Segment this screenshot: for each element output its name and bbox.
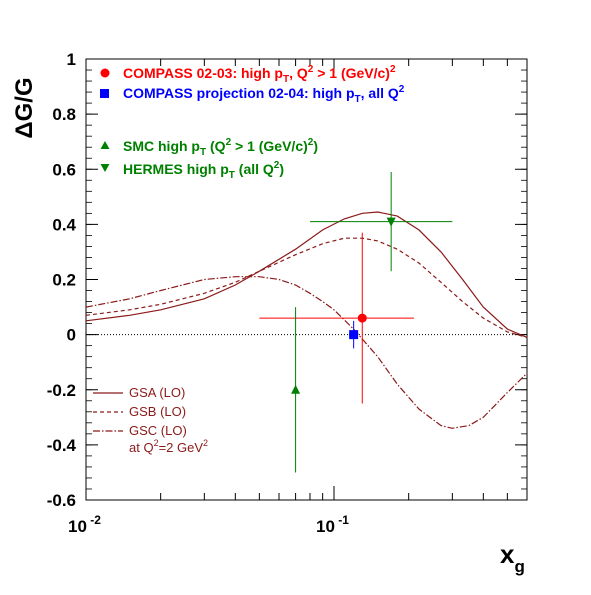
y-tick-label: 0.4: [52, 215, 76, 234]
legend-marker-smc: [100, 141, 110, 149]
y-tick-label: 1: [67, 50, 76, 69]
legend-marker-projection: [100, 89, 109, 98]
legend-marker-hermes: [100, 164, 110, 172]
y-tick-label: 0.8: [52, 105, 76, 124]
legend-label-gsb: GSB (LO): [129, 404, 186, 419]
legend-smc: SMC high pT (Q2 > 1 (GeV/c)2): [123, 137, 318, 158]
curve-gsb: [85, 237, 528, 338]
legend-top: COMPASS 02-03: high pT, Q2 > 1 (GeV/c)2 …: [100, 64, 405, 181]
marker-square: [349, 330, 359, 340]
y-tick-label: 0.2: [52, 271, 76, 290]
legend-label-gsa: GSA (LO): [129, 385, 185, 400]
y-tick-label: -0.4: [47, 436, 77, 455]
y-axis-title: ΔG/G: [11, 77, 38, 138]
y-tick-label: -0.6: [47, 491, 76, 510]
legend-compass-0203: COMPASS 02-03: high pT, Q2 > 1 (GeV/c)2: [123, 64, 396, 85]
legend-note: at Q2=2 GeV2: [129, 438, 208, 455]
legend-curves: GSA (LO) GSB (LO) GSC (LO) at Q2=2 GeV2: [93, 385, 208, 455]
x-axis-title: xg: [500, 539, 525, 576]
x-axis-title-sub: g: [514, 557, 524, 576]
legend-hermes: HERMES high pT (all Q2): [123, 160, 284, 181]
point-compass-projection-02-04: [349, 320, 359, 349]
point-hermes: [309, 172, 453, 272]
legend-compass-projection: COMPASS projection 02-04: high pT, all Q…: [123, 84, 405, 105]
legend-label-gsc: GSC (LO): [129, 423, 187, 438]
y-tick-label: 0: [67, 326, 76, 345]
point-smc: [291, 307, 301, 473]
x-tick-label: 10 -1: [316, 513, 349, 536]
marker-triangle-up: [291, 384, 301, 394]
x-axis-title-main: x: [500, 539, 515, 569]
legend-marker-compass: [100, 68, 110, 78]
marker-triangle-down: [386, 217, 396, 227]
curve-gsa: [85, 211, 528, 338]
point-compass-02-03: [259, 232, 414, 404]
x-tick-label: 10 -2: [68, 513, 101, 536]
marker-circle: [357, 313, 367, 323]
y-tick-label: -0.2: [47, 381, 76, 400]
curve-gsc: [85, 276, 528, 429]
y-tick-label: 0.6: [52, 160, 76, 179]
